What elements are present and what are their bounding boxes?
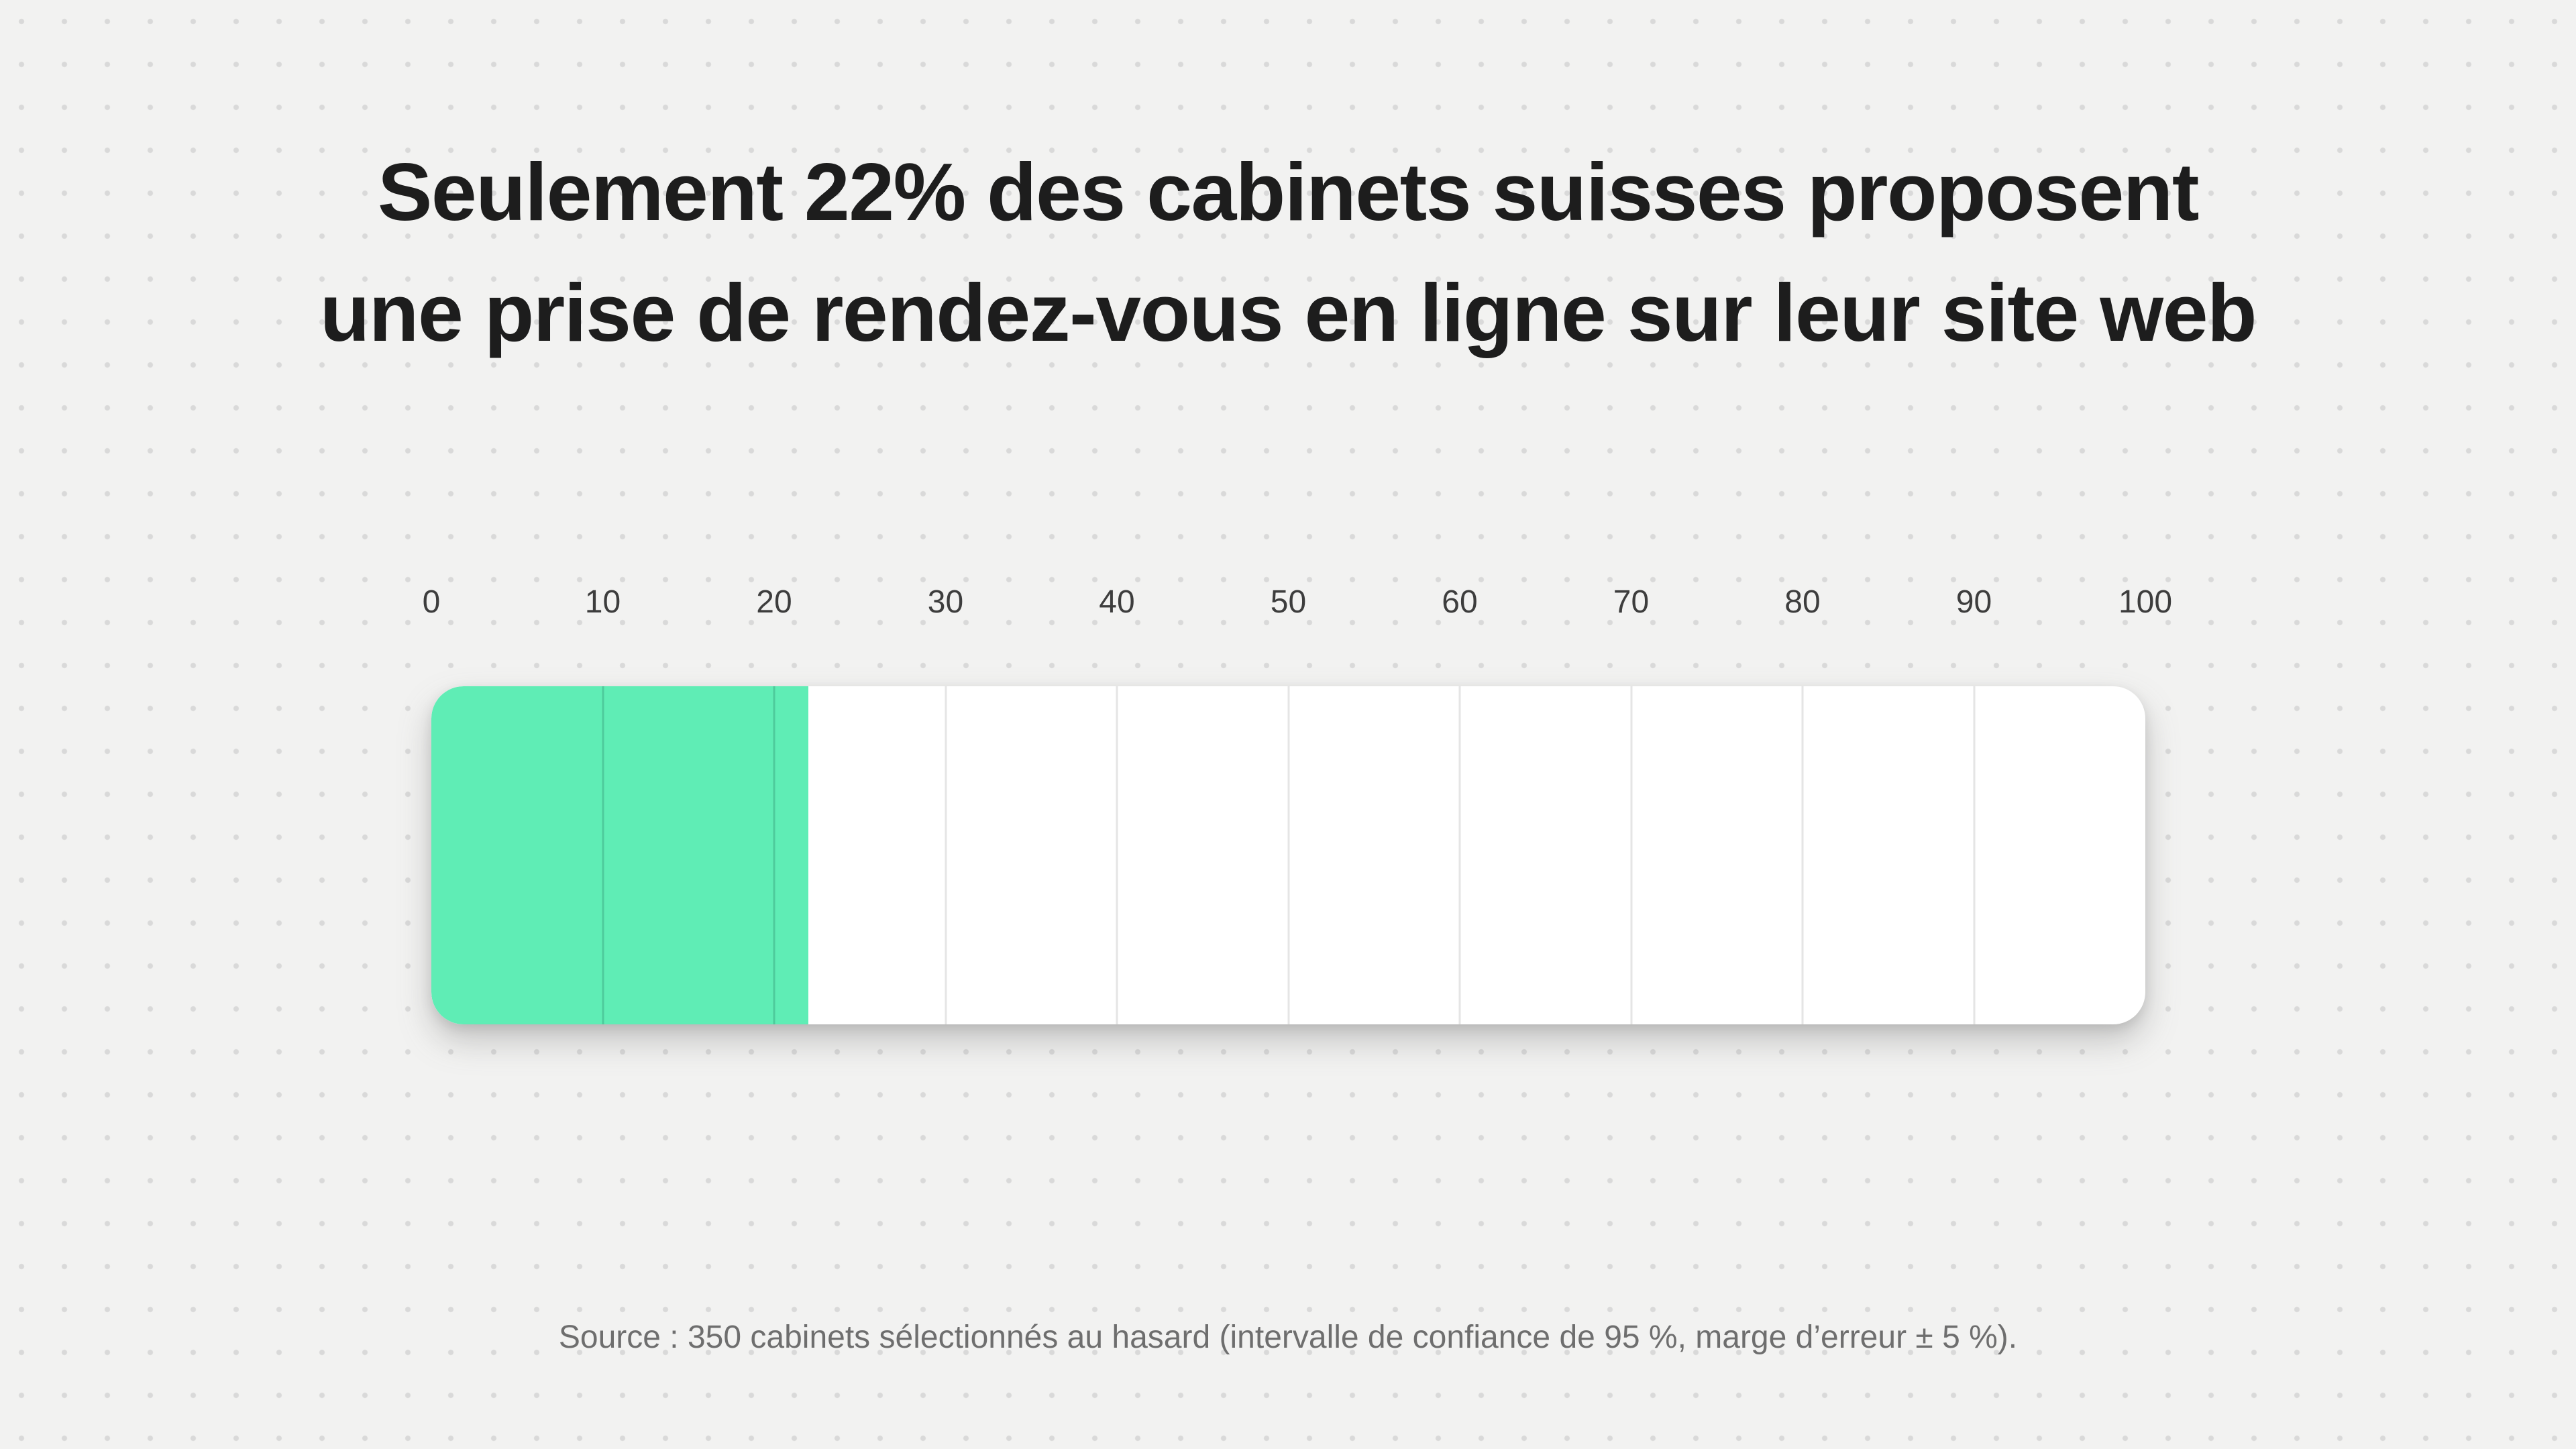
tick-label-50: 50 <box>1270 584 1307 620</box>
tick-label-20: 20 <box>756 584 792 620</box>
tick-label-10: 10 <box>584 584 621 620</box>
tick-label-70: 70 <box>1613 584 1650 620</box>
gridline-20 <box>773 686 775 1024</box>
tick-label-90: 90 <box>1955 584 1992 620</box>
gridline-60 <box>1458 686 1461 1024</box>
gridline-90 <box>1973 686 1975 1024</box>
tick-label-80: 80 <box>1784 584 1821 620</box>
gridline-10 <box>602 686 604 1024</box>
tick-label-100: 100 <box>2118 584 2173 620</box>
tick-label-0: 0 <box>422 584 441 620</box>
tick-label-30: 30 <box>927 584 964 620</box>
gridline-70 <box>1630 686 1632 1024</box>
source-note: Source : 350 cabinets sélectionnés au ha… <box>558 1320 2018 1355</box>
axis-tick-labels: 0 10 20 30 40 50 60 70 80 90 100 <box>423 582 2172 623</box>
tick-label-60: 60 <box>1442 584 1478 620</box>
progress-bar-track <box>431 686 2145 1024</box>
gridline-50 <box>1287 686 1289 1024</box>
gridline-30 <box>945 686 947 1024</box>
progress-bar-fill <box>431 686 809 1024</box>
tick-label-40: 40 <box>1099 584 1135 620</box>
page-title-line-2: une prise de rendez-vous en ligne sur le… <box>319 267 2257 358</box>
page-title-line-1: Seulement 22% des cabinets suisses propo… <box>378 146 2199 237</box>
gridline-40 <box>1116 686 1118 1024</box>
gridline-80 <box>1801 686 1804 1024</box>
page-title: Seulement 22% des cabinets suisses propo… <box>0 131 2576 373</box>
